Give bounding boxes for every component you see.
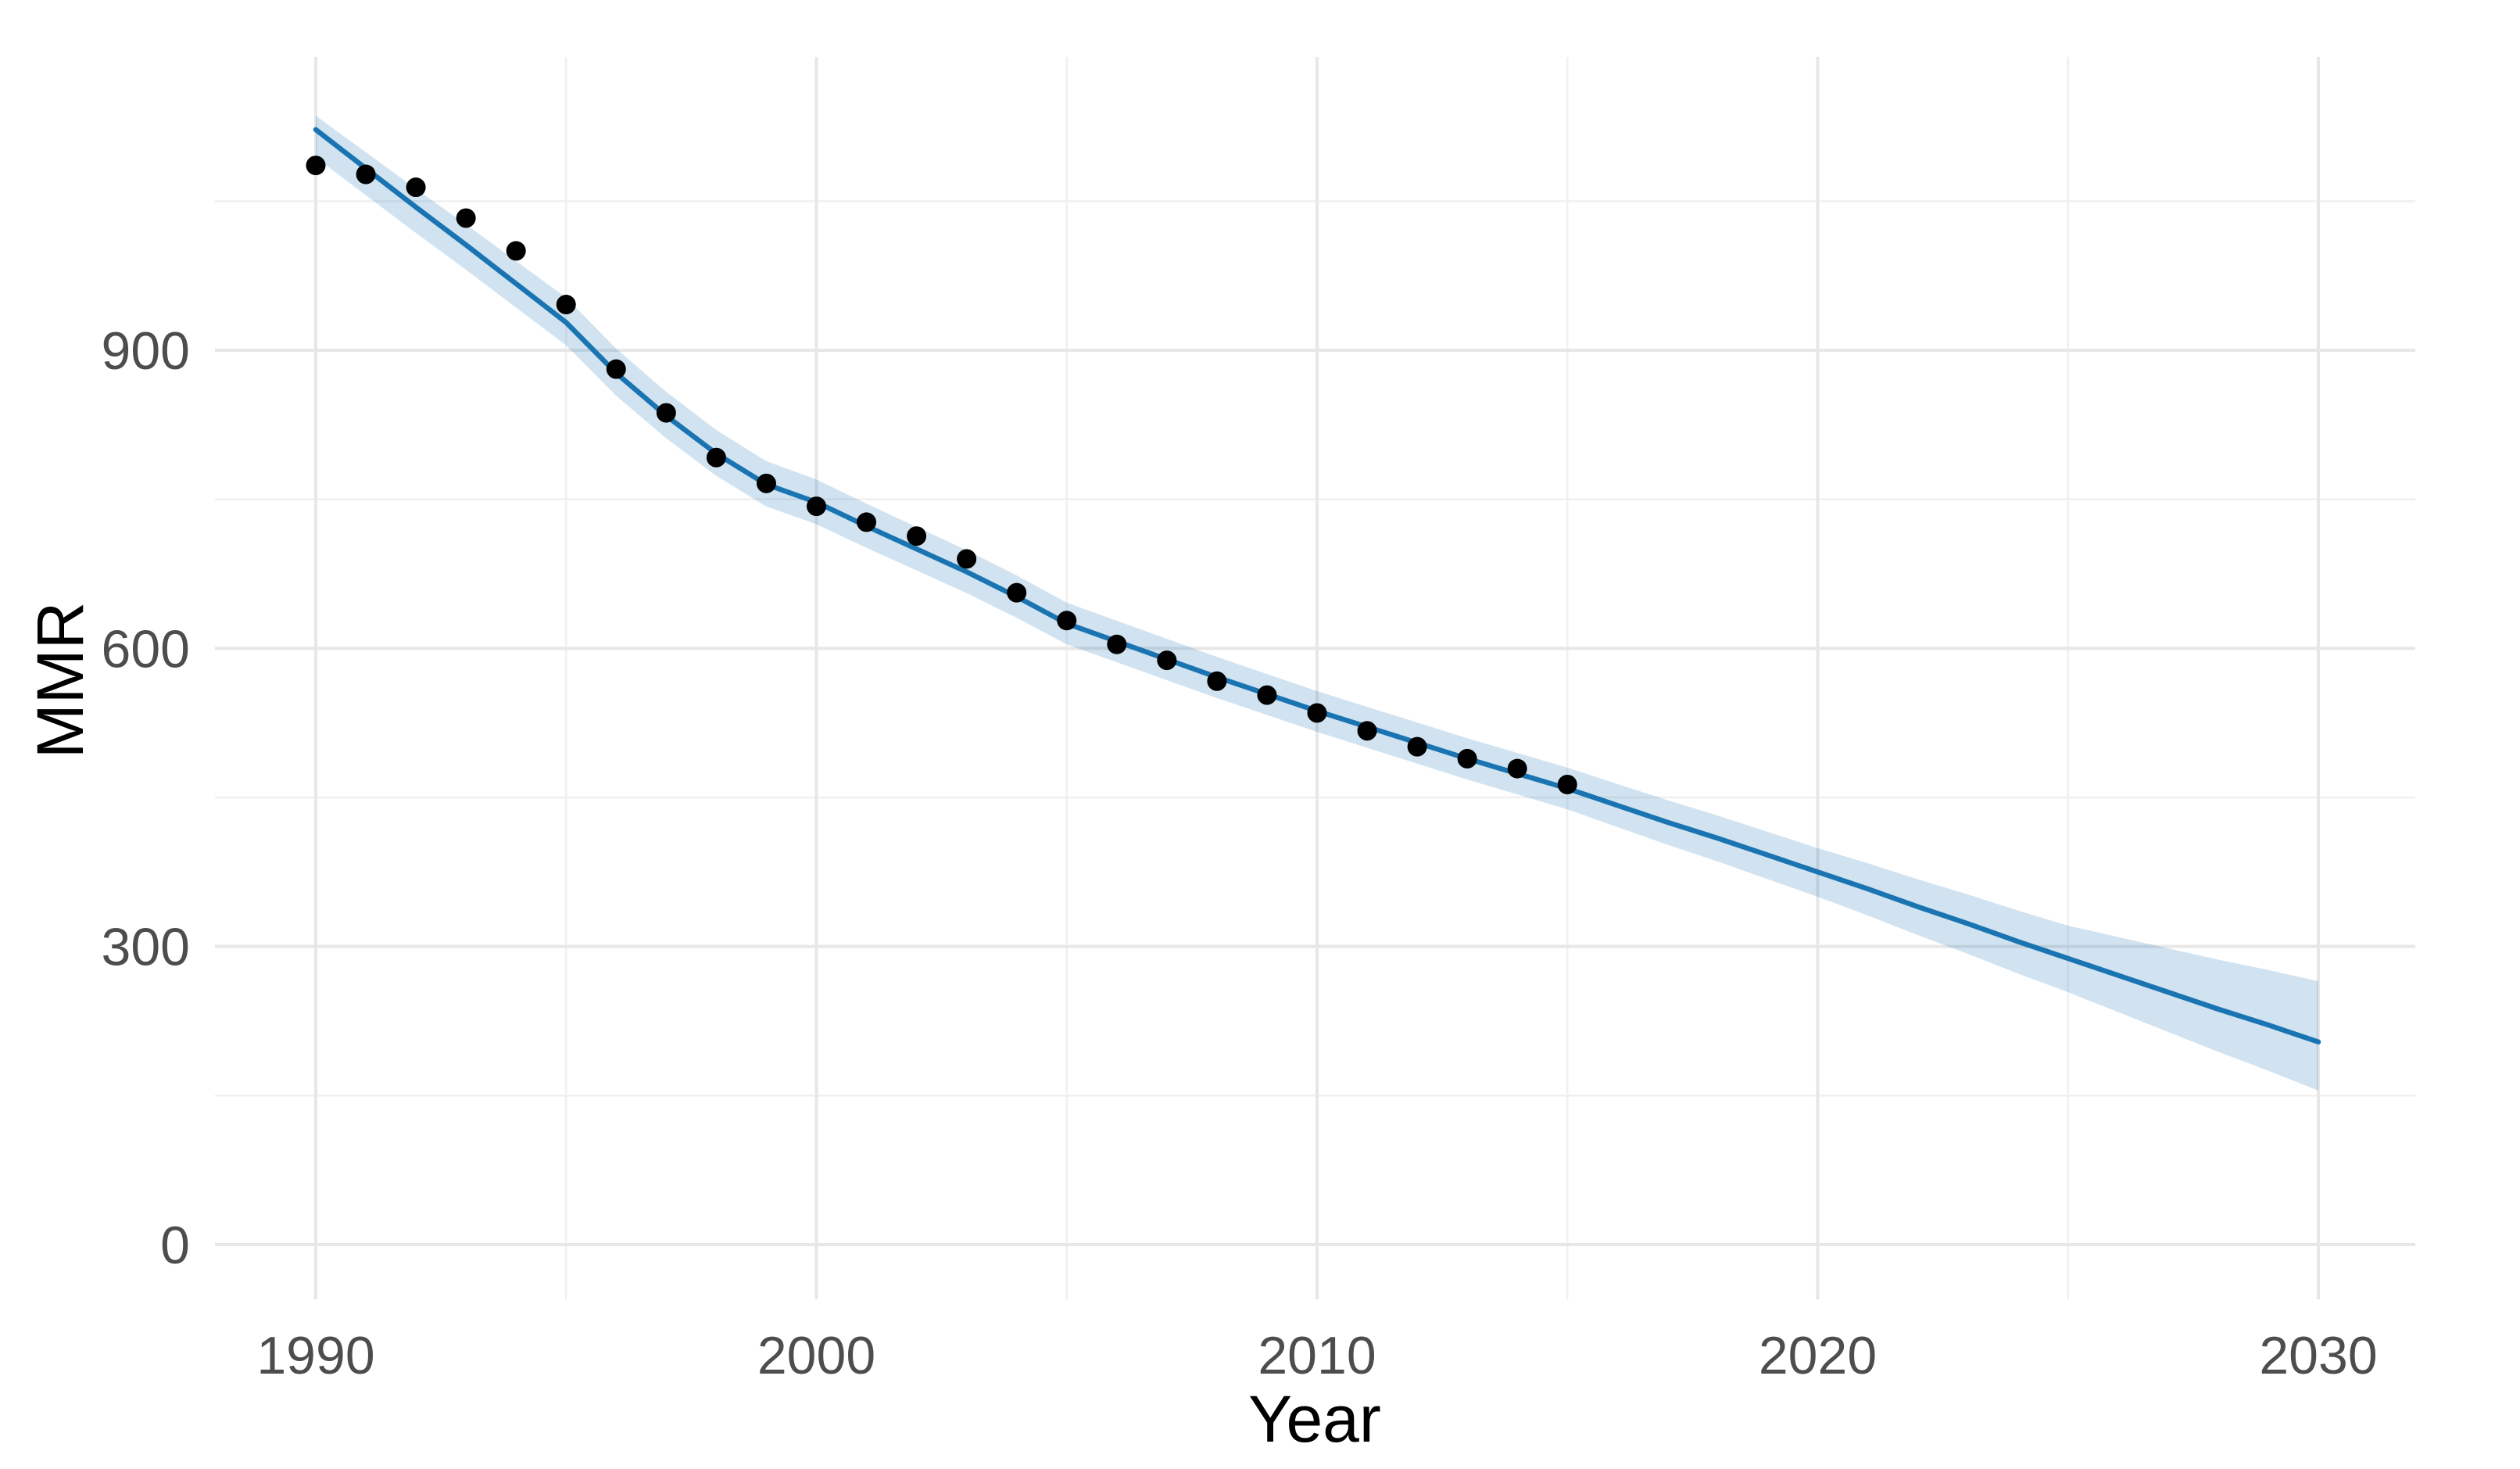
x-tick-label-2020: 2020: [1759, 1326, 1877, 1385]
scatter-point-2000: [807, 496, 826, 517]
x-tick-label-2010: 2010: [1258, 1326, 1376, 1385]
scatter-point-2007: [1157, 650, 1177, 671]
scatter-point-2005: [1057, 611, 1077, 631]
scatter-point-1994: [506, 241, 526, 261]
y-tick-label-900: 900: [102, 321, 190, 381]
y-tick-label-0: 0: [160, 1216, 190, 1275]
scatter-point-2006: [1107, 634, 1127, 654]
confidence-ribbon: [316, 116, 2318, 1091]
scatter-point-1997: [656, 403, 676, 423]
scatter-point-2003: [957, 549, 977, 569]
scatter-point-1996: [606, 359, 626, 379]
scatter-point-2004: [1007, 582, 1027, 603]
scatter-point-2012: [1407, 736, 1427, 757]
y-tick-label-300: 300: [102, 918, 190, 977]
scatter-point-1992: [406, 177, 426, 198]
scatter-point-1995: [556, 295, 576, 315]
scatter-point-2011: [1357, 721, 1377, 741]
scatter-point-1993: [456, 208, 476, 228]
y-axis-title: MMR: [23, 601, 97, 759]
scatter-point-1990: [306, 156, 326, 176]
scatter-point-1991: [356, 164, 376, 185]
scatter-point-2014: [1507, 758, 1527, 779]
scatter-point-2002: [907, 526, 927, 546]
scatter-point-2008: [1207, 671, 1227, 691]
scatter-point-2013: [1457, 748, 1477, 769]
scatter-point-2015: [1557, 774, 1577, 794]
x-tick-label-2030: 2030: [2259, 1326, 2377, 1385]
y-tick-label-600: 600: [102, 619, 190, 679]
scatter-point-2001: [857, 512, 877, 532]
scatter-point-2009: [1257, 685, 1277, 705]
x-axis-title: Year: [1248, 1382, 1381, 1456]
scatter-point-2010: [1307, 703, 1327, 723]
x-tick-label-1990: 1990: [256, 1326, 374, 1385]
scatter-point-1998: [706, 447, 726, 468]
scatter-point-1999: [756, 473, 776, 493]
x-tick-label-2000: 2000: [757, 1326, 875, 1385]
